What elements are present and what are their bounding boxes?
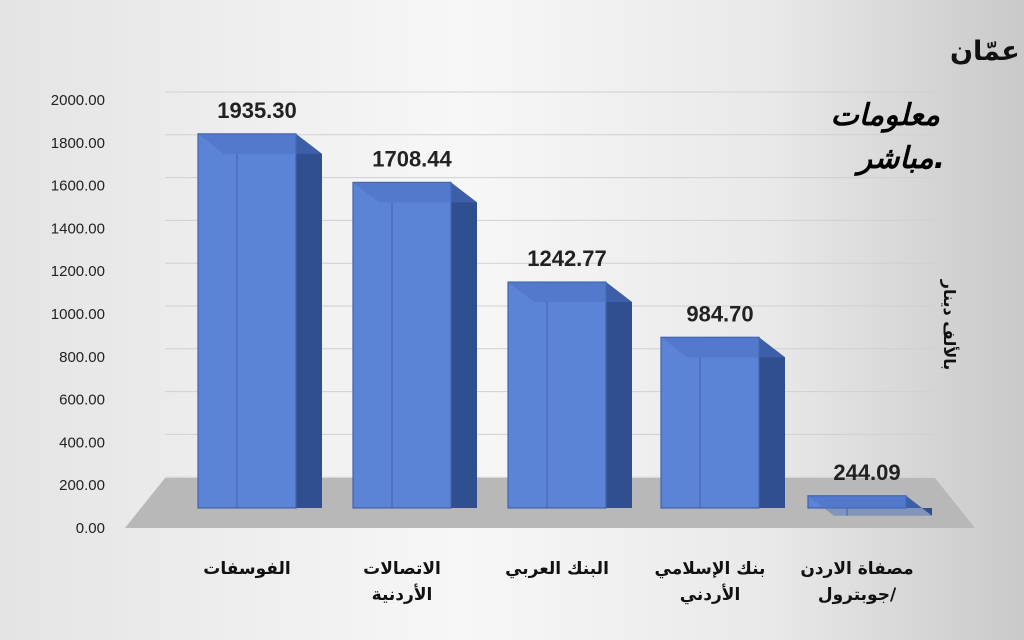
y-axis-label: بالألف دينار bbox=[940, 279, 959, 371]
category-label: البنك العربي bbox=[505, 559, 609, 579]
value-label: 984.70 bbox=[686, 301, 753, 326]
bar-top bbox=[198, 133, 322, 154]
bar-front bbox=[197, 133, 297, 509]
bar-top bbox=[508, 282, 632, 303]
bar-top bbox=[353, 182, 477, 203]
bar-top bbox=[808, 495, 932, 516]
value-label: 1708.44 bbox=[372, 146, 452, 171]
value-label: 1935.30 bbox=[217, 98, 297, 123]
category-label: الاتصالات bbox=[363, 559, 441, 579]
logo-line2: مباشر. bbox=[854, 141, 945, 176]
bar: 984.70 bbox=[660, 301, 785, 509]
bar-front bbox=[660, 336, 760, 509]
bar-side bbox=[451, 182, 477, 508]
bar-side bbox=[296, 133, 322, 508]
logo: معلومات مباشر. bbox=[831, 98, 945, 176]
y-tick-label: 400.00 bbox=[59, 434, 105, 451]
y-tick-label: 200.00 bbox=[59, 477, 105, 494]
bar: 244.09 bbox=[807, 460, 932, 516]
bar-side bbox=[606, 282, 632, 508]
y-tick-label: 1200.00 bbox=[51, 263, 105, 280]
bar-front bbox=[507, 281, 607, 509]
category-label: بنك الإسلامي bbox=[655, 559, 766, 579]
y-tick-label: 1000.00 bbox=[51, 306, 105, 323]
bar-front bbox=[352, 181, 452, 509]
bars: 1935.30 1708.44 1242.77 984.70 244.09 bbox=[197, 98, 932, 516]
y-tick-label: 2000.00 bbox=[51, 92, 105, 109]
y-tick-label: 1400.00 bbox=[51, 220, 105, 237]
value-label: 244.09 bbox=[833, 460, 900, 485]
category-label: مصفاة الاردن bbox=[800, 559, 913, 579]
x-axis: الفوسفات الاتصالات الأردنية البنك العربي بنك… bbox=[203, 559, 913, 605]
y-tick-label: 1800.00 bbox=[51, 135, 105, 152]
category-label: /جوبترول bbox=[818, 585, 897, 605]
value-label: 1242.77 bbox=[527, 246, 607, 271]
bar: 1935.30 bbox=[197, 98, 322, 509]
bar-side bbox=[759, 337, 785, 508]
y-axis: 0.00 200.00 400.00 600.00 800.00 1000.00 1200.… bbox=[51, 92, 105, 537]
category-label: الأردنية bbox=[372, 584, 433, 605]
category-label: الفوسفات bbox=[203, 559, 291, 579]
bar: 1242.77 bbox=[507, 246, 632, 509]
chart-title: أنشط 5 أسهم قيمةً ببورصة عمّان bbox=[950, 33, 1024, 67]
logo-line1: معلومات bbox=[831, 98, 940, 133]
y-tick-label: 0.00 bbox=[76, 520, 105, 537]
y-tick-label: 600.00 bbox=[59, 392, 105, 409]
bar-top bbox=[661, 337, 785, 358]
category-label: الأردني bbox=[680, 584, 741, 605]
bar: 1708.44 bbox=[352, 146, 477, 509]
y-tick-label: 800.00 bbox=[59, 349, 105, 366]
y-tick-label: 1600.00 bbox=[51, 178, 105, 195]
